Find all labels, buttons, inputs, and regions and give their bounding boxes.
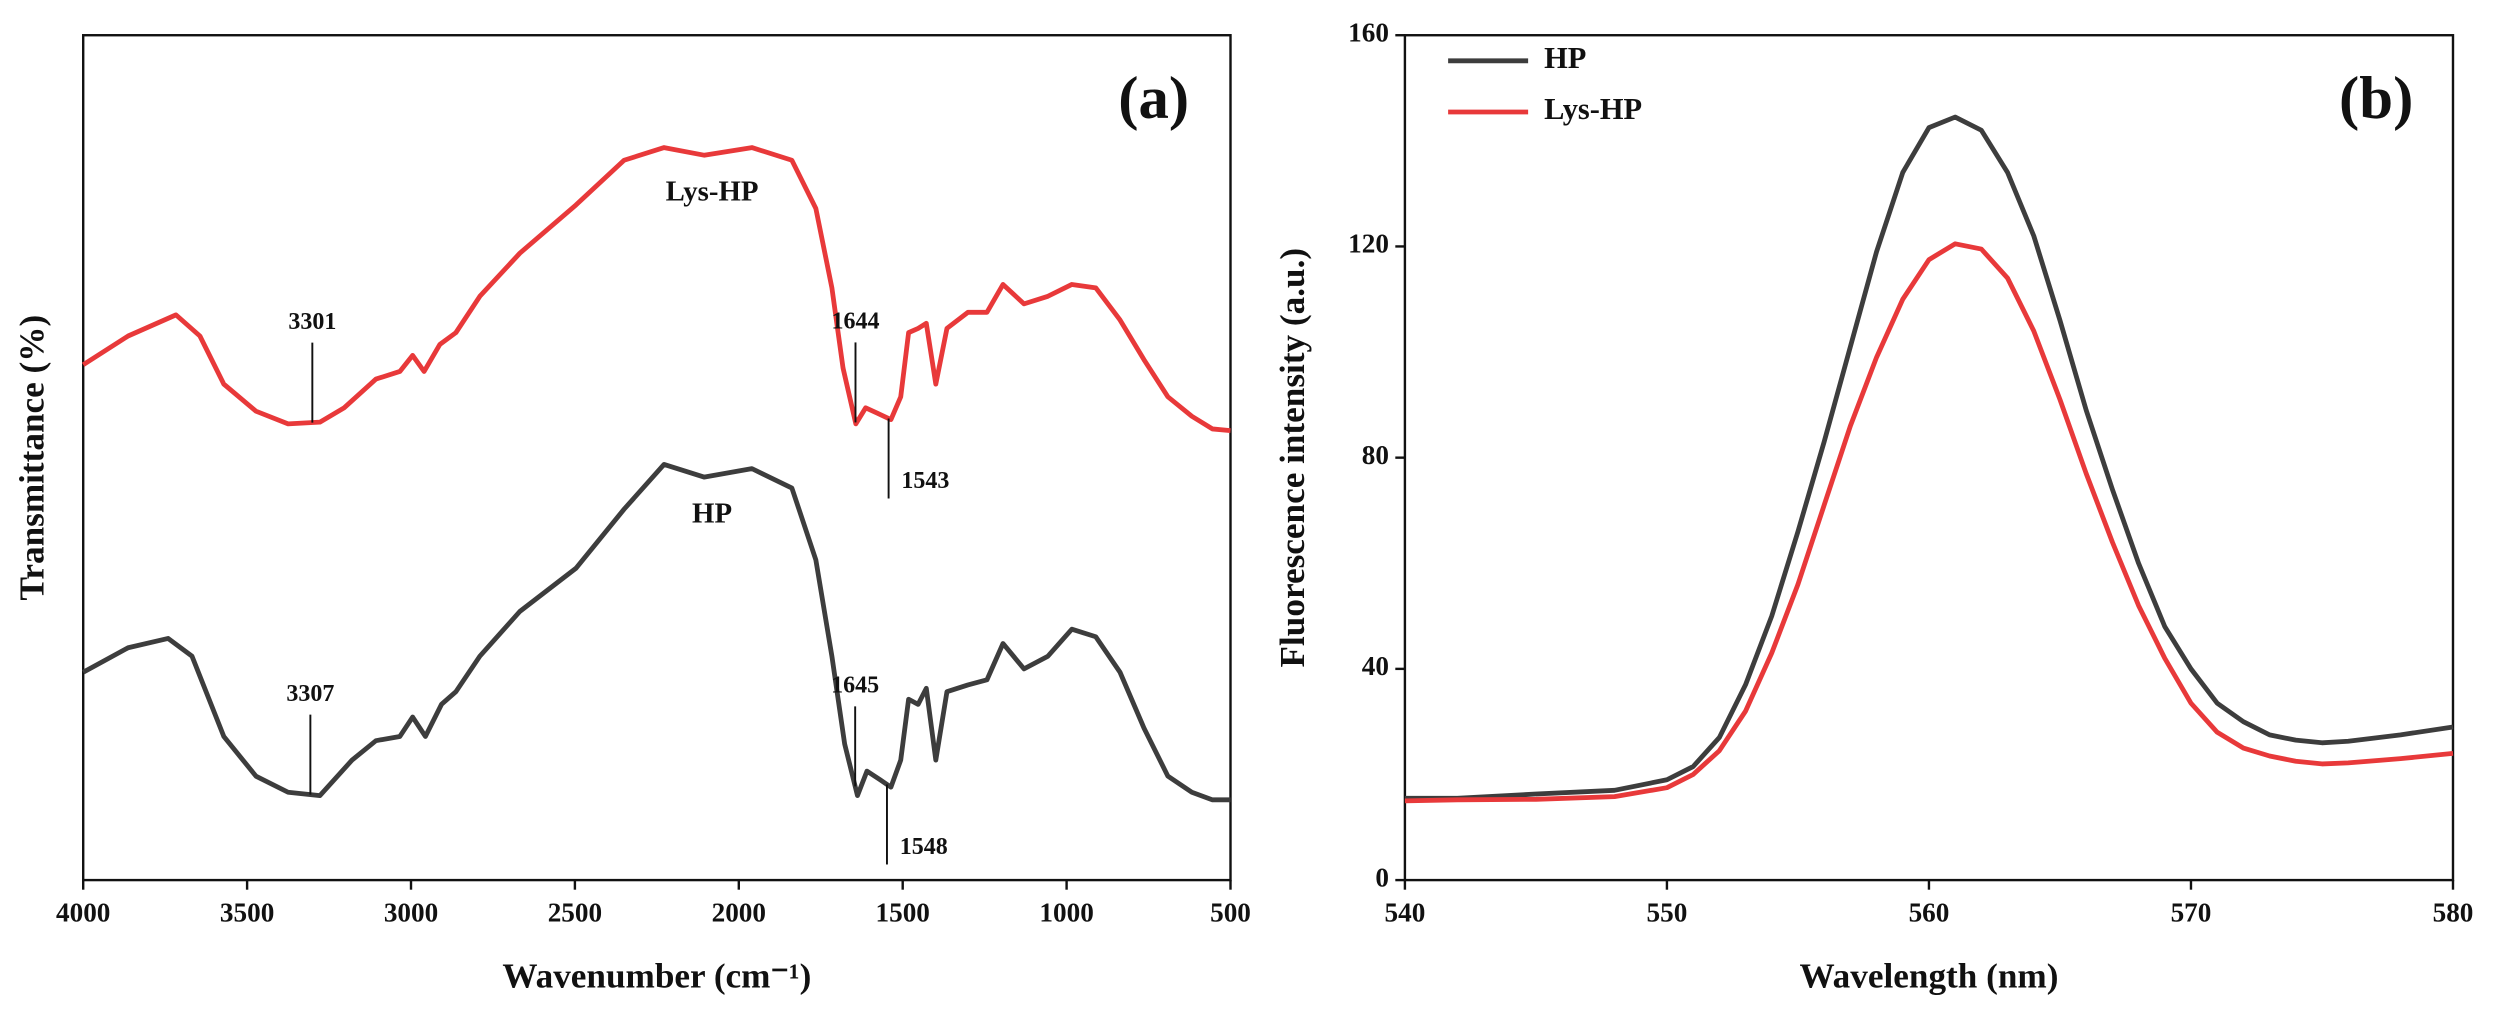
series-line xyxy=(1404,114,2454,801)
plot-frame xyxy=(82,34,1232,882)
x-tick-label: 560 xyxy=(1909,898,1950,928)
y-axis-title: Transmittance (%) xyxy=(12,315,51,601)
curve-label: HP xyxy=(692,497,732,529)
x-tick-label: 2000 xyxy=(712,898,766,928)
peak-label: 1645 xyxy=(831,673,879,699)
x-tick-label: 500 xyxy=(1210,898,1251,928)
y-tick-label: 0 xyxy=(1375,862,1389,892)
x-tick-label: 1500 xyxy=(876,898,930,928)
peak-label: 1644 xyxy=(831,309,879,335)
x-tick-label: 550 xyxy=(1647,898,1688,928)
x-tick-label: 3500 xyxy=(220,898,274,928)
x-axis-title: Wavenumber (cm⁻¹) xyxy=(502,956,811,995)
peak-label: 3307 xyxy=(286,681,334,707)
series-line xyxy=(1404,241,2454,804)
panel-label: (b) xyxy=(2339,65,2413,132)
x-tick-label: 4000 xyxy=(56,898,110,928)
curve-label: Lys-HP xyxy=(666,176,759,208)
y-tick-label: 40 xyxy=(1362,651,1389,681)
series-line xyxy=(81,145,1231,434)
plot-frame xyxy=(1403,34,2455,882)
x-tick-label: 3000 xyxy=(384,898,438,928)
y-tick-label: 160 xyxy=(1348,17,1389,47)
legend-label: Lys-HP xyxy=(1544,92,1642,126)
x-tick-label: 570 xyxy=(2171,898,2212,928)
y-tick-label: 80 xyxy=(1362,440,1389,470)
peak-label: 1548 xyxy=(900,834,948,860)
series-line xyxy=(82,462,1231,803)
y-tick-label: 120 xyxy=(1348,229,1389,259)
panel-label: (a) xyxy=(1118,65,1189,132)
peak-label: 3301 xyxy=(288,309,336,335)
x-tick-label: 1000 xyxy=(1039,898,1093,928)
x-tick-label: 540 xyxy=(1385,898,1426,928)
peak-label: 1543 xyxy=(901,468,949,494)
legend-label: HP xyxy=(1544,41,1586,75)
x-tick-label: 2500 xyxy=(548,898,602,928)
x-tick-label: 580 xyxy=(2433,898,2474,928)
y-axis-title: Fluorescence intensity (a.u.) xyxy=(1273,248,1312,668)
x-axis-title: Wavelength (nm) xyxy=(1799,956,2058,995)
